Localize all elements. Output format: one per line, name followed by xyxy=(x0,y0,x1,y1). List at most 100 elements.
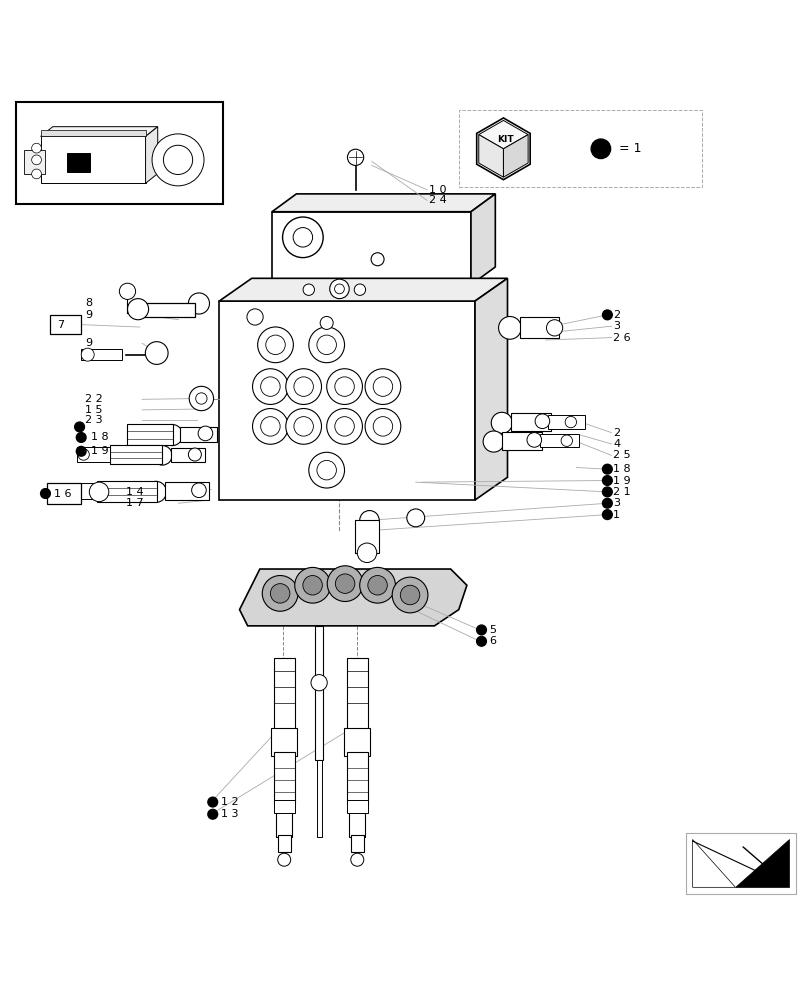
Circle shape xyxy=(161,424,182,446)
Text: 2 3: 2 3 xyxy=(85,415,103,425)
Bar xyxy=(165,482,209,500)
Polygon shape xyxy=(142,303,195,317)
Text: 2 1: 2 1 xyxy=(612,487,630,497)
Circle shape xyxy=(476,625,486,635)
Text: 1 0: 1 0 xyxy=(428,185,446,195)
Bar xyxy=(50,315,81,334)
Bar xyxy=(170,448,204,462)
Circle shape xyxy=(198,426,212,441)
Circle shape xyxy=(359,567,395,603)
Circle shape xyxy=(294,377,313,396)
Circle shape xyxy=(163,145,192,174)
Circle shape xyxy=(32,143,41,153)
Bar xyxy=(276,803,292,837)
Text: KIT: KIT xyxy=(496,135,513,144)
Circle shape xyxy=(303,576,322,595)
Circle shape xyxy=(316,460,336,480)
Polygon shape xyxy=(41,127,157,136)
Circle shape xyxy=(41,489,50,498)
Circle shape xyxy=(350,853,363,866)
Circle shape xyxy=(188,448,201,461)
Bar xyxy=(16,102,223,204)
Polygon shape xyxy=(474,278,507,500)
Polygon shape xyxy=(478,135,503,177)
Text: 8: 8 xyxy=(85,298,92,308)
Circle shape xyxy=(365,409,401,444)
Text: 2: 2 xyxy=(612,310,620,320)
Text: 9: 9 xyxy=(85,338,92,348)
Bar xyxy=(58,483,99,499)
Circle shape xyxy=(392,577,427,613)
Bar xyxy=(346,658,367,731)
Bar xyxy=(127,424,173,445)
Circle shape xyxy=(334,284,344,294)
Bar xyxy=(109,445,162,464)
Circle shape xyxy=(498,316,521,339)
Bar xyxy=(316,760,321,837)
Bar xyxy=(24,150,45,174)
Circle shape xyxy=(257,327,293,363)
Polygon shape xyxy=(503,135,527,177)
Circle shape xyxy=(476,636,486,646)
Circle shape xyxy=(208,809,217,819)
Circle shape xyxy=(602,476,611,485)
Text: 1 3: 1 3 xyxy=(221,809,238,819)
Bar xyxy=(41,130,145,136)
Circle shape xyxy=(189,386,213,411)
Circle shape xyxy=(373,377,393,396)
Bar xyxy=(519,317,558,338)
Circle shape xyxy=(75,422,84,432)
Polygon shape xyxy=(470,194,495,285)
Bar xyxy=(315,626,323,760)
Text: 1 7: 1 7 xyxy=(126,498,144,508)
Circle shape xyxy=(560,435,572,446)
Text: 2 5: 2 5 xyxy=(612,450,630,460)
Circle shape xyxy=(32,155,41,165)
Circle shape xyxy=(327,566,363,601)
Circle shape xyxy=(546,320,562,336)
Circle shape xyxy=(119,283,135,299)
Circle shape xyxy=(400,585,419,605)
Circle shape xyxy=(334,377,354,396)
Bar xyxy=(47,483,81,504)
Circle shape xyxy=(311,675,327,691)
Text: 1 6: 1 6 xyxy=(54,489,71,499)
Circle shape xyxy=(602,464,611,474)
Bar xyxy=(501,432,542,450)
Bar xyxy=(458,110,702,187)
Circle shape xyxy=(208,797,217,807)
Circle shape xyxy=(334,417,354,436)
Text: 6: 6 xyxy=(489,636,496,646)
Bar xyxy=(510,413,551,431)
Polygon shape xyxy=(478,120,527,149)
Circle shape xyxy=(316,335,336,355)
Bar xyxy=(346,752,367,804)
Circle shape xyxy=(81,348,94,361)
Bar xyxy=(67,153,90,172)
Circle shape xyxy=(60,485,73,498)
Circle shape xyxy=(191,483,206,498)
Bar xyxy=(77,447,109,462)
Circle shape xyxy=(354,284,365,295)
Circle shape xyxy=(247,309,263,325)
Circle shape xyxy=(303,284,314,295)
Circle shape xyxy=(145,342,168,364)
Circle shape xyxy=(252,369,288,404)
Text: 2 4: 2 4 xyxy=(428,195,446,205)
Circle shape xyxy=(526,433,541,447)
Circle shape xyxy=(365,369,401,404)
Polygon shape xyxy=(272,194,495,212)
Polygon shape xyxy=(239,569,466,626)
Circle shape xyxy=(347,149,363,165)
Bar xyxy=(219,301,474,500)
Text: 1: 1 xyxy=(612,510,620,520)
Circle shape xyxy=(285,409,321,444)
Bar xyxy=(273,752,294,804)
Circle shape xyxy=(367,576,387,595)
Bar xyxy=(273,800,294,813)
Circle shape xyxy=(483,431,504,452)
Circle shape xyxy=(277,853,290,866)
Bar xyxy=(539,434,578,447)
Circle shape xyxy=(32,169,41,179)
Circle shape xyxy=(76,446,86,456)
